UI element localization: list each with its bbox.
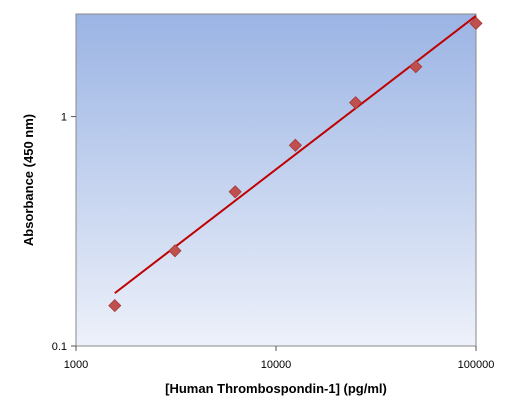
data-points [108,16,483,313]
y-tick-label: 0.1 [52,341,67,353]
data-point-diamond [228,185,242,199]
y-axis-title: Absorbance (450 nm) [21,114,36,246]
data-point-diamond [469,16,483,30]
data-point-diamond [288,138,302,152]
data-point-diamond [409,60,423,74]
y-tick-label: 1 [61,112,67,124]
x-tick-label: 1000 [64,359,88,371]
data-point-diamond [349,96,363,110]
data-point-diamond [108,299,122,313]
data-point-diamond [168,244,182,258]
x-axis-ticks: 1000 10000 100000 [64,346,495,371]
x-axis-title: [Human Thrombospondin-1] (pg/ml) [165,381,387,396]
y-axis-ticks: 0.11 [52,112,76,353]
plot-area [75,13,477,347]
x-tick-label: 100000 [458,359,495,371]
x-tick-label: 10000 [261,359,292,371]
